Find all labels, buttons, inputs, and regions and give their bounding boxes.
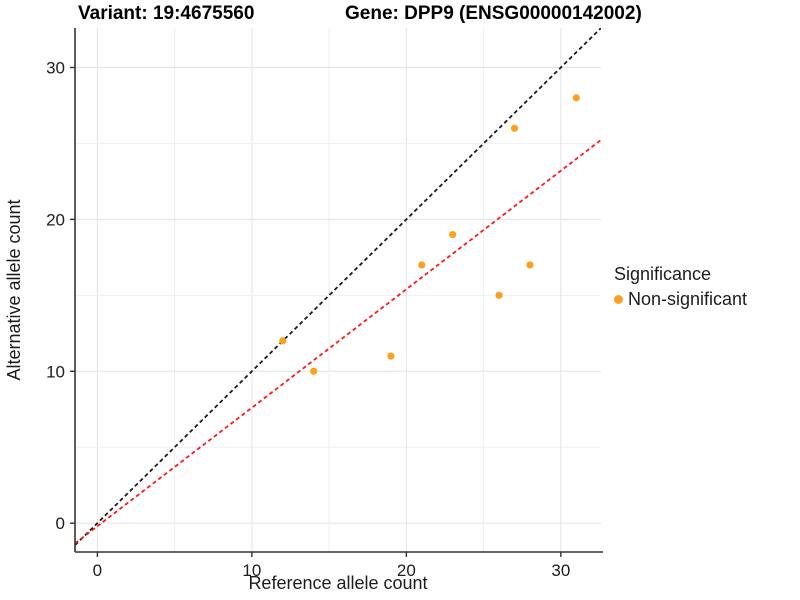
reference-lines	[75, 28, 601, 546]
data-point	[418, 261, 426, 269]
legend: Significance Non-significant	[614, 264, 747, 310]
x-tick-label-10: 10	[242, 561, 261, 580]
y-tick-label-30: 30	[46, 58, 65, 77]
data-points	[279, 94, 580, 375]
x-axis-title: Reference allele count	[248, 573, 427, 593]
x-tick-label-0: 0	[93, 561, 102, 580]
y-tick-label-0: 0	[56, 514, 65, 533]
plot-title-variant: Variant: 19:4675560	[78, 3, 254, 24]
data-point	[510, 124, 519, 132]
legend-item-label: Non-significant	[628, 289, 748, 309]
axes: 0 10 20 30 0 10 20 30	[46, 28, 603, 580]
y-tick-label-10: 10	[46, 362, 65, 381]
x-tick-label-20: 20	[397, 561, 416, 580]
data-point	[279, 337, 287, 345]
expected-ratio-line	[75, 139, 601, 545]
y-tick-label-20: 20	[46, 210, 65, 229]
identity-line	[75, 28, 601, 546]
x-tick-label-30: 30	[551, 561, 570, 580]
legend-title: Significance	[614, 264, 712, 284]
data-point	[572, 94, 580, 102]
data-point	[495, 291, 503, 299]
legend-item: Non-significant	[614, 289, 747, 310]
gridlines	[75, 28, 601, 552]
plot-title-gene: Gene: DPP9 (ENSG00000142002)	[345, 3, 642, 24]
legend-point-icon	[614, 295, 623, 304]
data-point	[449, 230, 457, 239]
data-point	[526, 261, 534, 269]
data-point	[310, 367, 318, 375]
data-point	[387, 352, 395, 360]
y-axis-title: Alternative allele count	[4, 199, 24, 380]
